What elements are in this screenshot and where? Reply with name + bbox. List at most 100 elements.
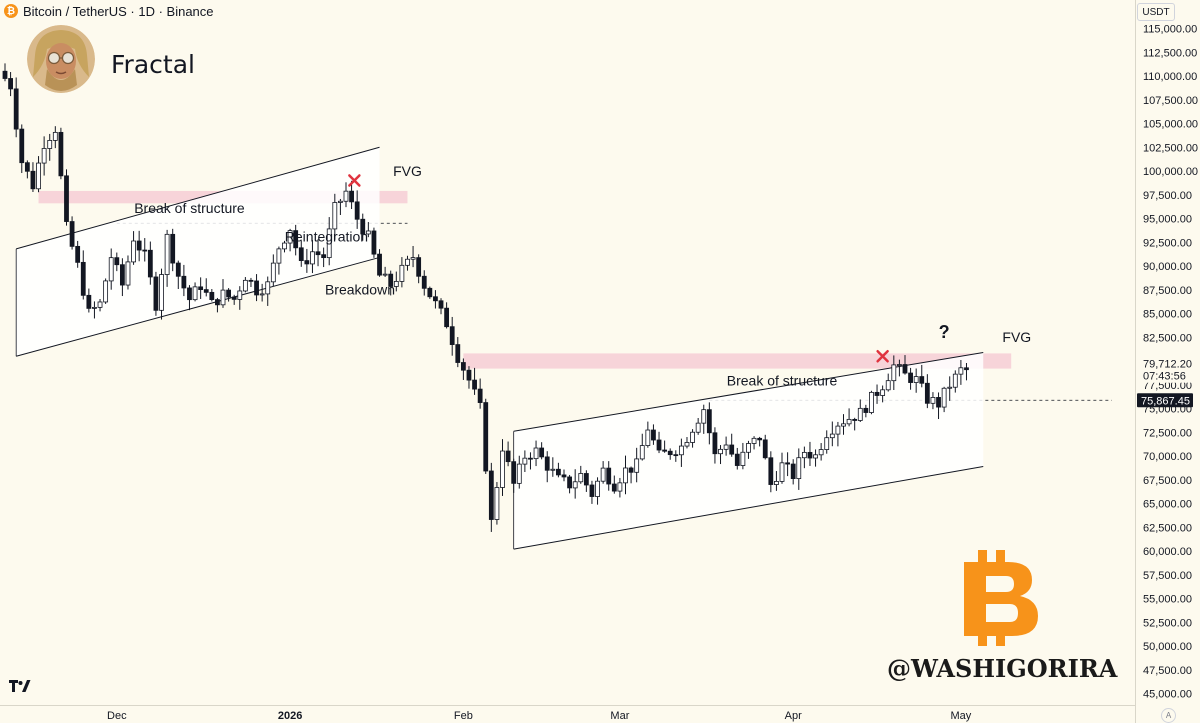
- candle-body: [192, 286, 198, 301]
- tradingview-logo-icon[interactable]: [9, 680, 31, 699]
- candle: [539, 442, 545, 460]
- candle-body: [421, 275, 427, 289]
- candle-body: [863, 407, 869, 413]
- candle-body: [103, 280, 109, 303]
- symbol-header[interactable]: ₿ Bitcoin / TetherUS · 1D · Binance: [4, 3, 214, 19]
- candle: [550, 457, 556, 477]
- candle: [785, 452, 790, 477]
- candle: [885, 373, 891, 392]
- candle-body: [248, 279, 254, 282]
- candle-body: [550, 468, 556, 471]
- candle: [645, 421, 651, 448]
- price-tick-label: 65,000.00: [1143, 499, 1192, 511]
- candle: [399, 257, 405, 288]
- annotation-label: Reintegration: [285, 228, 368, 244]
- bitcoin-coin-icon: ₿: [4, 4, 18, 18]
- price-tick-label: 72,500.00: [1143, 427, 1192, 439]
- candle: [656, 431, 662, 454]
- candle: [270, 254, 276, 287]
- candle: [701, 404, 707, 434]
- candle: [80, 250, 86, 300]
- candle-body: [332, 202, 338, 230]
- candle-body: [516, 463, 522, 484]
- candle-body: [634, 458, 640, 473]
- candle: [2, 63, 8, 82]
- candle-body: [690, 431, 695, 443]
- cross-stroke-b: [348, 174, 361, 187]
- candle: [857, 399, 863, 423]
- candle: [829, 421, 835, 447]
- candle-body: [757, 437, 763, 441]
- candle: [427, 286, 433, 299]
- candle: [723, 436, 729, 456]
- candle: [801, 446, 807, 469]
- plot-area: [0, 0, 1135, 705]
- candle: [131, 231, 136, 265]
- annotation-label: Breakdown: [325, 282, 395, 298]
- candle-body: [595, 480, 600, 497]
- candle-body: [388, 273, 394, 287]
- price-tick-label: 102,500.00: [1143, 142, 1198, 154]
- candle-body: [142, 249, 148, 252]
- candle-body: [835, 425, 841, 435]
- price-tick-label: 95,000.00: [1143, 214, 1192, 226]
- candle: [561, 469, 567, 482]
- price-tick-label: 47,500.00: [1143, 665, 1192, 677]
- candle-body: [164, 233, 170, 275]
- upper-channel-1-lower-line: [16, 256, 380, 357]
- candle: [964, 362, 969, 381]
- candle-body: [869, 391, 874, 413]
- candle-body: [97, 301, 103, 308]
- candle: [326, 217, 332, 266]
- candle-body: [774, 481, 779, 485]
- annotation-label: FVG: [1002, 329, 1031, 345]
- candle-body: [913, 376, 919, 383]
- candle-body: [119, 264, 125, 286]
- candle: [919, 364, 925, 388]
- candle: [774, 471, 779, 491]
- author-watermark: @WASHIGORIRA: [887, 654, 1118, 683]
- candle: [556, 462, 561, 478]
- currency-selector[interactable]: USDT: [1137, 3, 1175, 21]
- candle-body: [41, 148, 47, 164]
- candle-body: [433, 296, 438, 302]
- candle-body: [701, 409, 707, 424]
- candle-body: [147, 249, 153, 278]
- candle: [958, 359, 964, 385]
- candle: [578, 465, 584, 484]
- candle-body: [779, 462, 785, 482]
- candle-body: [561, 474, 567, 478]
- candle: [544, 451, 550, 483]
- price-tick-label: 82,500.00: [1143, 332, 1192, 344]
- candle-body: [936, 397, 941, 408]
- candle: [97, 298, 103, 312]
- candle-body: [337, 200, 343, 203]
- candle: [265, 276, 271, 306]
- candle: [315, 239, 321, 267]
- candle: [690, 429, 695, 448]
- cross-stroke-b: [876, 350, 889, 363]
- candle-body: [589, 484, 595, 497]
- candle: [108, 248, 114, 290]
- candle: [198, 277, 204, 299]
- candle: [673, 450, 679, 462]
- candle: [589, 480, 595, 504]
- candle: [393, 271, 399, 292]
- candle-body: [924, 382, 930, 404]
- candle-body: [919, 376, 925, 384]
- candle: [500, 439, 505, 496]
- time-tick-label: May: [950, 710, 971, 722]
- price-tick-label: 115,000.00: [1143, 24, 1197, 36]
- candle-body: [651, 429, 656, 441]
- auto-scale-button[interactable]: A: [1161, 708, 1176, 723]
- candle: [572, 469, 578, 499]
- candle-body: [567, 476, 572, 489]
- candle: [449, 316, 455, 356]
- candle-body: [460, 362, 466, 371]
- candle: [634, 447, 640, 483]
- candle: [164, 229, 170, 287]
- candle: [891, 355, 897, 390]
- price-tick-label: 105,000.00: [1143, 119, 1198, 131]
